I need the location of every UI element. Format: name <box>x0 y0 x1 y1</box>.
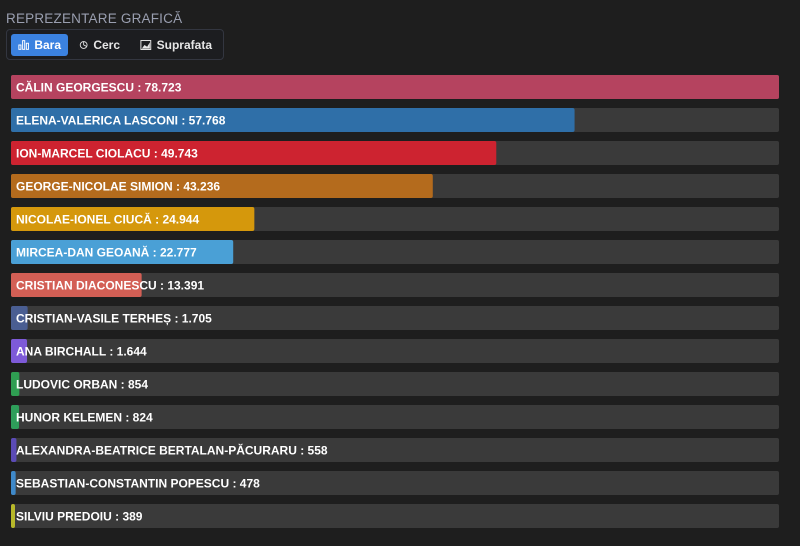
bar-track <box>11 306 779 330</box>
bar-label: NICOLAE-IONEL CIUCĂ : 24.944 <box>16 211 199 226</box>
bar-label: LUDOVIC ORBAN : 854 <box>16 377 148 391</box>
bar-track <box>11 273 779 297</box>
bar[interactable] <box>11 471 16 495</box>
bar-track <box>11 471 779 495</box>
bar-chart-icon <box>18 40 29 50</box>
bar-label: ELENA-VALERICA LASCONI : 57.768 <box>16 113 226 127</box>
chart-type-tabs: Bara Cerc Suprafata <box>6 29 224 60</box>
bar[interactable] <box>11 405 20 429</box>
bar[interactable] <box>11 75 779 99</box>
bar-label: SILVIU PREDOIU : 389 <box>16 509 143 523</box>
tab-pie[interactable]: Cerc <box>72 34 127 56</box>
bar-label: MIRCEA-DAN GEOANĂ : 22.777 <box>16 244 197 259</box>
tab-bar-label: Bara <box>34 38 61 52</box>
bar[interactable] <box>11 174 433 198</box>
tab-pie-label: Cerc <box>93 38 120 52</box>
pie-chart-icon <box>79 41 88 49</box>
tab-area-label: Suprafata <box>156 38 212 52</box>
area-chart-icon <box>140 40 152 50</box>
bar[interactable] <box>11 504 15 528</box>
bar[interactable] <box>11 273 142 297</box>
bar-label: CRISTIAN-VASILE TERHEȘ : 1.705 <box>16 311 212 325</box>
bar[interactable] <box>11 438 17 462</box>
bar-label: CĂLIN GEORGESCU : 78.723 <box>16 79 182 94</box>
bar-label: GEORGE-NICOLAE SIMION : 43.236 <box>16 179 220 193</box>
bar-label: ION-MARCEL CIOLACU : 49.743 <box>16 146 198 160</box>
bar-label: SEBASTIAN-CONSTANTIN POPESCU : 478 <box>16 476 260 490</box>
bar[interactable] <box>11 108 575 132</box>
bar-track <box>11 339 779 363</box>
bar[interactable] <box>11 240 234 264</box>
bar[interactable] <box>11 372 20 396</box>
bar[interactable] <box>11 306 28 330</box>
bar-track <box>11 372 779 396</box>
bar-track <box>11 504 779 528</box>
bar-label: ALEXANDRA-BEATRICE BERTALAN-PĂCURARU : 5… <box>16 442 328 457</box>
bar-label: ANA BIRCHALL : 1.644 <box>16 344 147 358</box>
bar[interactable] <box>11 141 497 165</box>
bar-track <box>11 405 779 429</box>
chart-title: REPREZENTARE GRAFICĂ <box>6 11 183 26</box>
bar-label: HUNOR KELEMEN : 824 <box>16 410 153 424</box>
tab-bar[interactable]: Bara <box>11 34 68 56</box>
bar-label: CRISTIAN DIACONESCU : 13.391 <box>16 278 204 292</box>
bar-track <box>11 438 779 462</box>
tab-area[interactable]: Suprafata <box>133 34 219 56</box>
bar[interactable] <box>11 339 28 363</box>
bar[interactable] <box>11 207 255 231</box>
